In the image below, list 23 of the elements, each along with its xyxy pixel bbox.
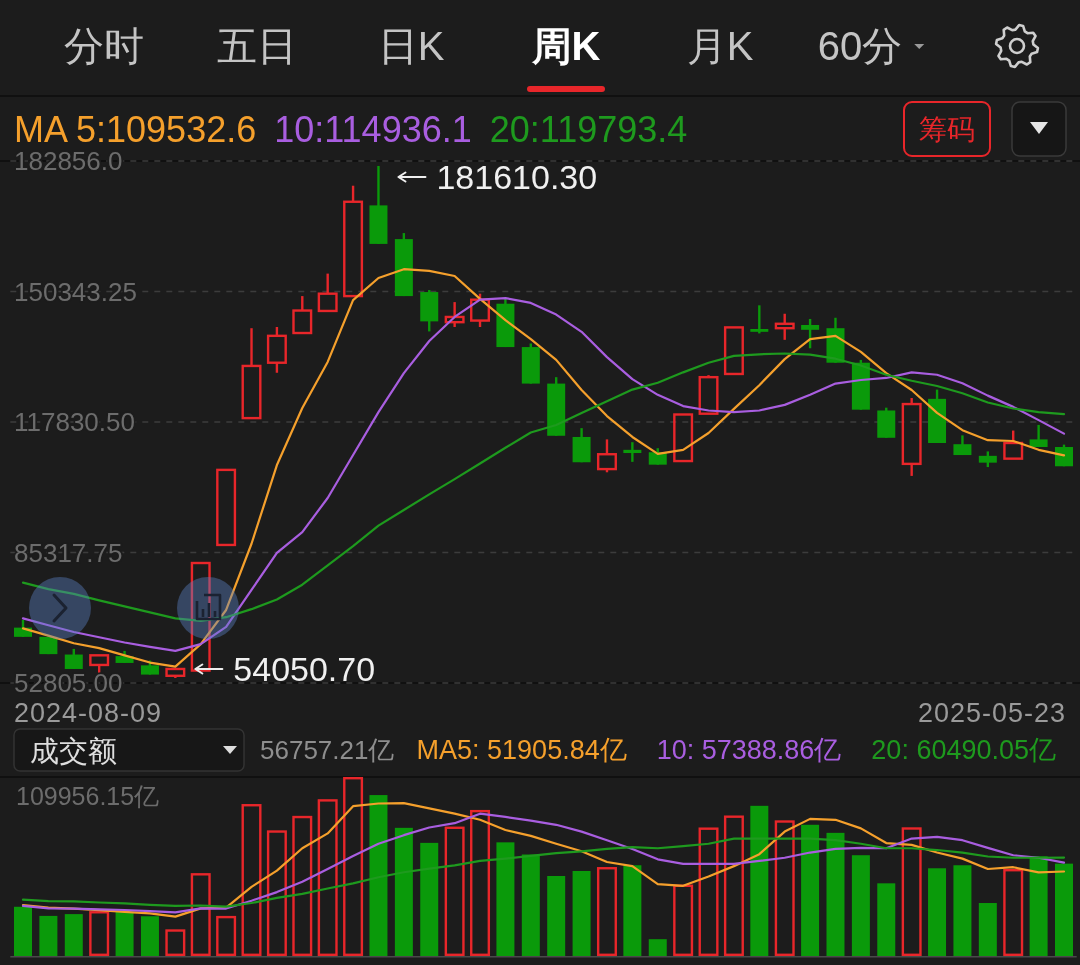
- legend-entry: 20: 60490.05亿: [871, 735, 1056, 765]
- tab-label: 五日: [217, 24, 297, 68]
- title: 成交额: [30, 735, 117, 767]
- button-label: 筹码: [919, 114, 975, 145]
- y-tick-label: 117830.50: [14, 407, 135, 438]
- legend-entry: 10: 57388.86亿: [656, 735, 842, 765]
- legend-entry: 20:119793.4: [489, 109, 688, 150]
- tab-label: 月K: [686, 24, 754, 68]
- tab-label: 60分: [817, 24, 903, 68]
- y-tick-label: 52805.00: [14, 668, 123, 699]
- annotation: 109956.15亿: [16, 782, 160, 810]
- y-tick-label: 150343.25: [14, 276, 137, 307]
- date-label: 2024-08-09: [14, 698, 163, 728]
- tab-label: 日K: [377, 24, 445, 68]
- tab-label: 周K: [531, 24, 601, 68]
- legend-entry: MA5: 51905.84亿: [416, 735, 627, 765]
- date-label: 2025-05-23: [917, 698, 1066, 728]
- legend-entry: 10:114936.1: [274, 109, 472, 150]
- annotation: 54050.70: [233, 650, 376, 688]
- tab-label: 分时: [64, 24, 144, 68]
- annotation: 56757.21亿: [260, 735, 395, 765]
- annotation: 181610.30: [436, 158, 598, 196]
- y-tick-label: 85317.75: [14, 537, 123, 568]
